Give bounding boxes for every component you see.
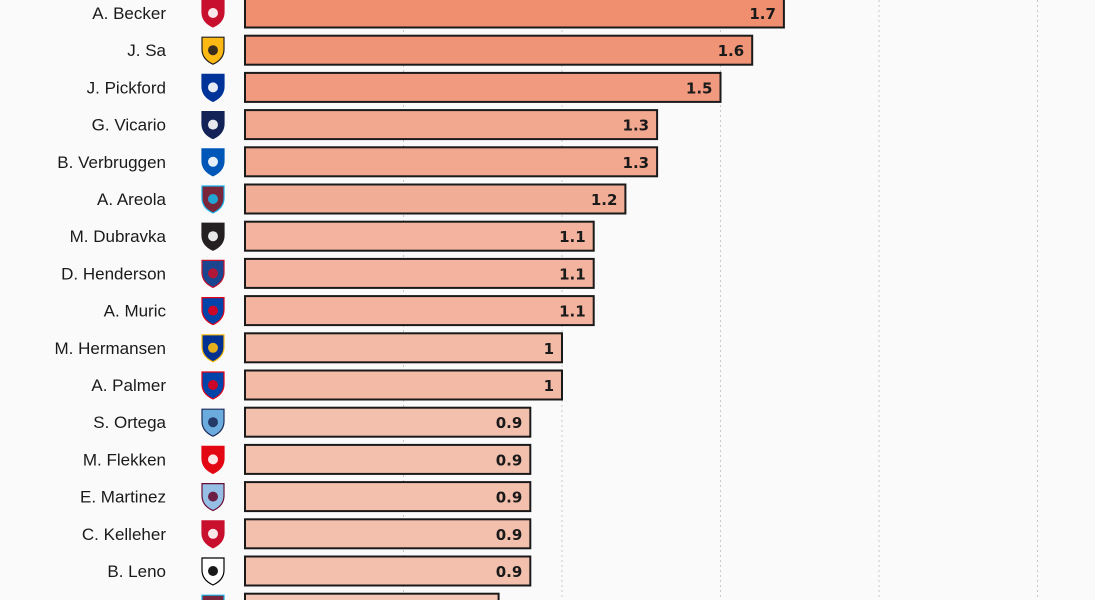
bar xyxy=(244,592,500,600)
city-crest-icon xyxy=(201,408,225,437)
everton-crest-icon xyxy=(201,73,225,103)
player-name: A. Muric xyxy=(104,302,167,321)
value-label: 1.1 xyxy=(559,265,586,283)
player-name: M. Dubravka xyxy=(70,227,167,246)
bar-row: B. Verbruggen 1.3 xyxy=(57,146,659,178)
bar-row: M. Hermansen 1 xyxy=(55,332,563,364)
bar-row: B. Leno 0.9 xyxy=(107,555,532,587)
player-name: S. Ortega xyxy=(93,413,166,432)
player-name: E. Martinez xyxy=(80,488,166,507)
eagle-crest-icon xyxy=(201,259,225,289)
hammers-crest-icon xyxy=(201,594,225,600)
value-label: 1.1 xyxy=(559,303,586,321)
value-label: 0.9 xyxy=(496,489,523,507)
bar xyxy=(244,295,595,327)
bar-row: C. Kelleher 0.9 xyxy=(82,518,532,550)
bar xyxy=(244,443,532,475)
player-name: B. Leno xyxy=(107,562,166,581)
bar xyxy=(244,555,532,587)
bar-row: A. Areola 1.2 xyxy=(97,183,627,215)
bar xyxy=(244,257,595,289)
chart-rows: A. Becker 1.7 J. Sa 1.6 J. Pickford 1.5 G. Vic… xyxy=(55,0,785,600)
player-name: B. Verbruggen xyxy=(57,153,166,172)
tractor-boys-crest-icon xyxy=(201,371,225,400)
tractor-boys-crest-icon xyxy=(201,297,225,326)
player-name: J. Pickford xyxy=(87,78,166,97)
player-name: D. Henderson xyxy=(61,264,166,283)
bar-row: S. Ortega 0.9 xyxy=(93,406,532,438)
bar-row: A. Muric 1.1 xyxy=(104,295,595,327)
player-name: G. Vicario xyxy=(92,116,166,135)
value-label: 1.6 xyxy=(718,42,745,60)
lion-crest-icon xyxy=(201,483,225,512)
bar xyxy=(244,332,563,364)
player-name: J. Sa xyxy=(127,41,166,60)
bar xyxy=(244,518,532,550)
wolf-crest-icon xyxy=(201,36,225,65)
value-label: 1.2 xyxy=(591,191,618,209)
value-label: 0.9 xyxy=(496,414,523,432)
bar-row: M. Dubravka 1.1 xyxy=(70,220,595,252)
player-name: A. Palmer xyxy=(91,376,166,395)
value-label: 0.9 xyxy=(496,451,523,469)
bar-row: D. Henderson 1.1 xyxy=(61,257,595,289)
bar xyxy=(244,369,563,401)
value-label: 1.5 xyxy=(686,79,713,97)
cockerel-crest-icon xyxy=(201,111,225,140)
bar-row: J. Sa 1.6 xyxy=(127,34,754,66)
value-label: 0.9 xyxy=(496,563,523,581)
bar xyxy=(244,406,532,438)
bar xyxy=(244,0,785,29)
seagull-crest-icon xyxy=(201,148,225,177)
bar xyxy=(244,109,659,141)
bar xyxy=(244,481,532,513)
player-name: M. Flekken xyxy=(83,450,166,469)
liverbird-crest-icon xyxy=(201,0,225,28)
bee-crest-icon xyxy=(201,445,225,475)
bar xyxy=(244,183,627,215)
bar-row: J. Pickford 1.5 xyxy=(87,71,722,103)
value-label: 1 xyxy=(544,377,554,395)
player-name: A. Areola xyxy=(97,190,167,209)
fox-crest-icon xyxy=(201,334,225,363)
bar xyxy=(244,34,754,66)
value-label: 1 xyxy=(544,340,554,358)
value-label: 1.3 xyxy=(623,117,650,135)
bar xyxy=(244,71,722,103)
bar-row: A. Palmer 1 xyxy=(91,369,563,401)
hammers-crest-icon xyxy=(201,185,225,214)
bar-row xyxy=(201,592,500,600)
bar xyxy=(244,220,595,252)
bar-row: E. Martinez 0.9 xyxy=(80,481,532,513)
value-label: 1.7 xyxy=(749,5,776,23)
value-label: 1.3 xyxy=(623,154,650,172)
player-name: A. Becker xyxy=(92,4,166,23)
value-label: 1.1 xyxy=(559,228,586,246)
bar xyxy=(244,146,659,178)
liverbird-crest-icon xyxy=(201,520,225,549)
value-label: 0.9 xyxy=(496,526,523,544)
bar-row: A. Becker 1.7 xyxy=(92,0,785,29)
player-name: M. Hermansen xyxy=(55,339,166,358)
bar-row: M. Flekken 0.9 xyxy=(83,443,532,475)
player-name: C. Kelleher xyxy=(82,525,166,544)
magpies-crest-icon xyxy=(201,222,225,251)
fulham-crest-icon xyxy=(201,557,225,586)
bar-row: G. Vicario 1.3 xyxy=(92,109,659,141)
